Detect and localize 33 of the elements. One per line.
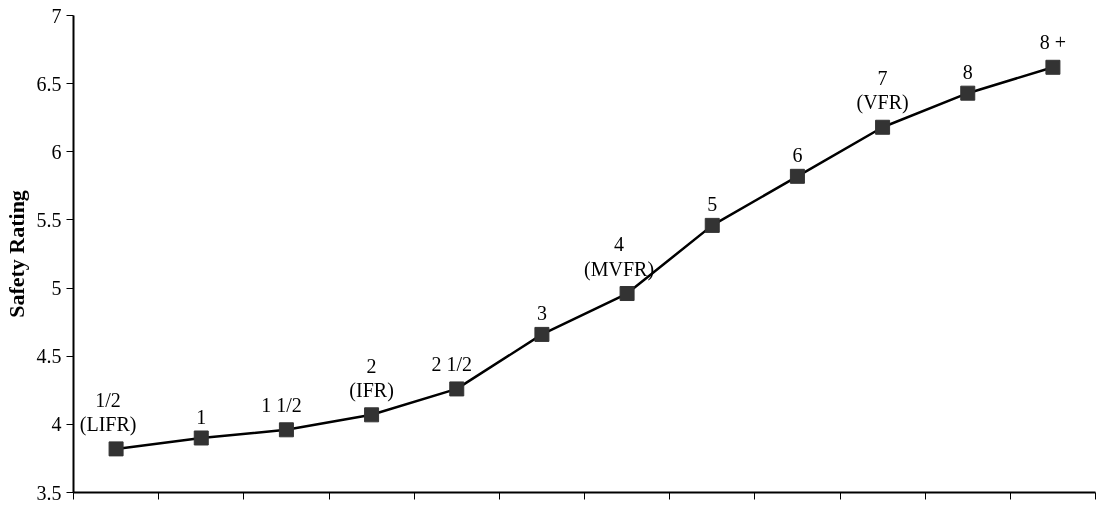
y-tick-label: 3.5: [36, 481, 62, 504]
point: [449, 381, 465, 397]
y-tick-label: 6: [51, 140, 62, 163]
y-tick-label: 5.5: [36, 208, 62, 231]
point: [534, 326, 550, 342]
y-tick-label: 6.5: [36, 72, 62, 95]
point: [619, 286, 635, 302]
annotation: 2 1/2: [431, 352, 473, 375]
annotation: 1: [196, 405, 207, 428]
annotation: 8 +: [1039, 31, 1067, 54]
annotation: 2 (IFR): [349, 354, 394, 402]
y-tick-label: 4.5: [36, 345, 62, 368]
annotation: 1 1/2: [261, 393, 302, 416]
point: [875, 119, 891, 135]
annotation: 4 (MVFR): [584, 233, 655, 281]
point: [1045, 59, 1061, 75]
point: [193, 430, 209, 446]
annotation: 3: [536, 302, 547, 325]
annotation: 6: [792, 144, 803, 167]
point: [960, 85, 976, 101]
annotation: 1/2 (LIFR): [79, 388, 137, 436]
y-tick-label: 5: [51, 277, 62, 300]
y-axis-title: Safety Rating: [3, 190, 29, 318]
annotation: 8: [962, 61, 973, 84]
annotation: 7 (VFR): [856, 67, 909, 115]
point: [704, 217, 720, 233]
point: [364, 407, 380, 423]
annotation: 5: [707, 193, 718, 216]
y-tick-label: 4: [51, 413, 62, 436]
point: [108, 441, 124, 457]
y-tick-label: 7: [51, 4, 62, 27]
point: [789, 168, 805, 184]
point: [278, 422, 294, 438]
